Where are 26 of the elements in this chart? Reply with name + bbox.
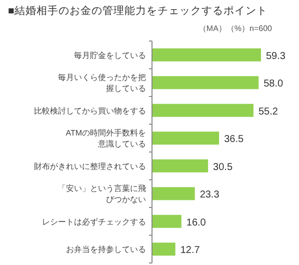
bar [152,242,176,256]
data-label: 23.3 [200,190,220,201]
y-tick-label: 毎月いくら使ったかを把握している [58,73,146,94]
y-tick-label: お弁当を持参している [66,245,146,254]
data-label: 12.7 [180,245,200,256]
y-tick-label: 比較検討してから買い物をする [34,106,146,116]
bar [152,104,254,117]
chart-title: ■結婚相手のお金の管理能力をチェックするポイント [8,4,268,17]
bar [152,48,261,62]
data-label: 55.2 [258,106,278,118]
data-label: 30.5 [213,162,233,173]
y-tick-label: 「安い」という言葉に飛びつかない [58,184,146,204]
y-tick-label: レシートは必ずチェックする [42,217,146,226]
y-tick-label: ATMの時間外手数料を意識している [66,128,146,149]
y-tick-label: 財布がきれいに整理されている [34,162,146,171]
bar [152,187,195,200]
data-label: 36.5 [224,134,244,146]
data-label: 58.0 [264,78,284,90]
bar [152,76,259,90]
data-label: 16.0 [186,217,206,228]
y-tick-label: 毎月貯金をしている [74,50,146,60]
chart-subtitle: （MA）（%）n=600 [198,24,273,33]
bar [152,132,220,145]
bar [152,214,182,228]
data-label: 59.3 [266,50,286,62]
bar [152,159,208,172]
